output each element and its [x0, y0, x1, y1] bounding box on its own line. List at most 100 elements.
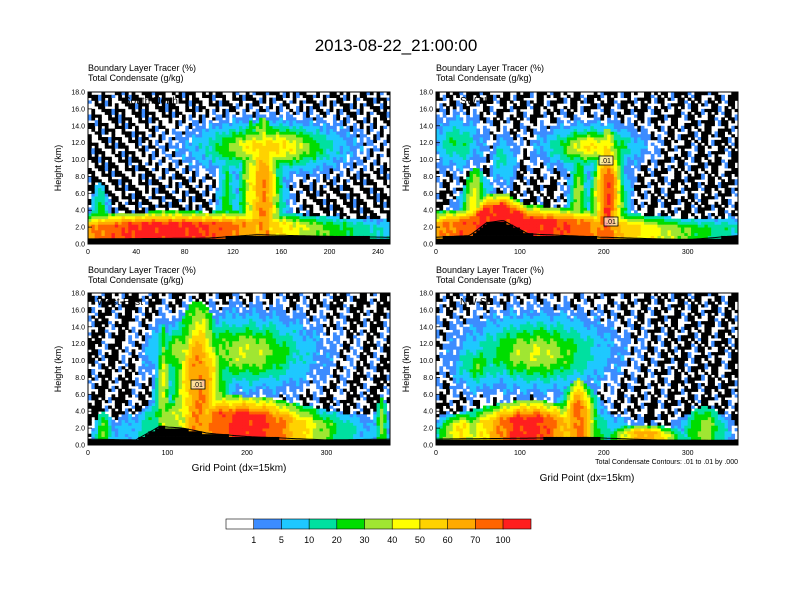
heatmap-cell — [353, 165, 357, 168]
heatmap-cell — [340, 196, 344, 199]
heatmap-cell — [293, 182, 297, 185]
heatmap-cell — [152, 227, 156, 230]
heatmap-cell — [513, 103, 517, 106]
heatmap-cell — [296, 160, 300, 163]
heatmap-cell — [527, 238, 531, 241]
heatmap-cell — [456, 221, 460, 224]
heatmap-cell — [256, 207, 260, 210]
heatmap-cell — [316, 221, 320, 224]
heatmap-cell — [383, 182, 387, 185]
heatmap-cell — [459, 224, 463, 227]
heatmap-cell — [182, 143, 186, 146]
heatmap-cell — [476, 238, 480, 241]
heatmap-cell — [486, 219, 490, 222]
heatmap-cell — [476, 199, 480, 202]
heatmap-cell — [189, 131, 193, 134]
heatmap-cell — [135, 202, 139, 205]
heatmap-cell — [443, 191, 447, 194]
heatmap-cell — [195, 129, 199, 132]
heatmap-cell — [500, 168, 504, 171]
heatmap-cell — [91, 199, 95, 202]
heatmap-cell — [202, 129, 206, 132]
heatmap-cell — [226, 196, 230, 199]
heatmap-cell — [456, 199, 460, 202]
heatmap-cell — [262, 207, 266, 210]
heatmap-cell — [320, 117, 324, 120]
heatmap-cell — [517, 233, 521, 236]
heatmap-cell — [145, 224, 149, 227]
heatmap-cell — [356, 162, 360, 165]
heatmap-cell — [503, 140, 507, 143]
heatmap-cell — [276, 216, 280, 219]
heatmap-cell — [286, 179, 290, 182]
heatmap-cell — [145, 126, 149, 129]
heatmap-cell — [356, 205, 360, 208]
heatmap-cell — [118, 154, 122, 157]
heatmap-cell — [205, 112, 209, 115]
heatmap-cell — [179, 176, 183, 179]
heatmap-cell — [293, 131, 297, 134]
heatmap-cell — [470, 176, 474, 179]
heatmap-cell — [229, 148, 233, 151]
heatmap-cell — [296, 224, 300, 227]
heatmap-cell — [91, 115, 95, 118]
heatmap-cell — [115, 123, 119, 126]
heatmap-cell — [299, 134, 303, 137]
heatmap-cell — [115, 126, 119, 129]
heatmap-cell — [132, 219, 136, 222]
heatmap-cell — [148, 213, 152, 216]
heatmap-cell — [500, 176, 504, 179]
heatmap-cell — [266, 140, 270, 143]
heatmap-cell — [333, 213, 337, 216]
heatmap-cell — [115, 233, 119, 236]
heatmap-cell — [252, 168, 256, 171]
heatmap-cell — [142, 137, 146, 140]
heatmap-cell — [249, 191, 253, 194]
heatmap-cell — [239, 143, 243, 146]
heatmap-cell — [303, 129, 307, 132]
heatmap-cell — [466, 126, 470, 129]
heatmap-cell — [212, 233, 216, 236]
heatmap-cell — [320, 109, 324, 112]
heatmap-cell — [449, 160, 453, 163]
heatmap-cell — [195, 165, 199, 168]
heatmap-cell — [473, 148, 477, 151]
heatmap-cell — [523, 148, 527, 151]
heatmap-cell — [289, 221, 293, 224]
heatmap-cell — [142, 131, 146, 134]
heatmap-cell — [506, 162, 510, 165]
heatmap-cell — [283, 100, 287, 103]
panel-2-subtitle-condensate: Total Condensate (g/kg) — [436, 73, 532, 83]
heatmap-cell — [145, 112, 149, 115]
heatmap-cell — [175, 185, 179, 188]
heatmap-cell — [510, 207, 514, 210]
heatmap-cell — [185, 98, 189, 101]
heatmap-cell — [380, 112, 384, 115]
heatmap-cell — [303, 202, 307, 205]
heatmap-cell — [128, 213, 132, 216]
heatmap-cell — [306, 168, 310, 171]
heatmap-cell — [135, 188, 139, 191]
heatmap-cell — [330, 182, 334, 185]
heatmap-cell — [212, 230, 216, 233]
heatmap-cell — [360, 95, 364, 98]
heatmap-cell — [330, 205, 334, 208]
heatmap-cell — [262, 176, 266, 179]
heatmap-cell — [483, 109, 487, 112]
heatmap-cell — [142, 221, 146, 224]
heatmap-cell — [459, 202, 463, 205]
heatmap-cell — [222, 182, 226, 185]
heatmap-cell — [276, 191, 280, 194]
heatmap-cell — [513, 117, 517, 120]
heatmap-cell — [138, 233, 142, 236]
heatmap-cell — [236, 134, 240, 137]
heatmap-cell — [490, 174, 494, 177]
heatmap-cell — [262, 168, 266, 171]
heatmap-cell — [246, 219, 250, 222]
heatmap-cell — [470, 213, 474, 216]
heatmap-cell — [490, 165, 494, 168]
heatmap-cell — [256, 216, 260, 219]
heatmap-cell — [101, 157, 105, 160]
heatmap-cell — [226, 145, 230, 148]
heatmap-cell — [256, 126, 260, 129]
